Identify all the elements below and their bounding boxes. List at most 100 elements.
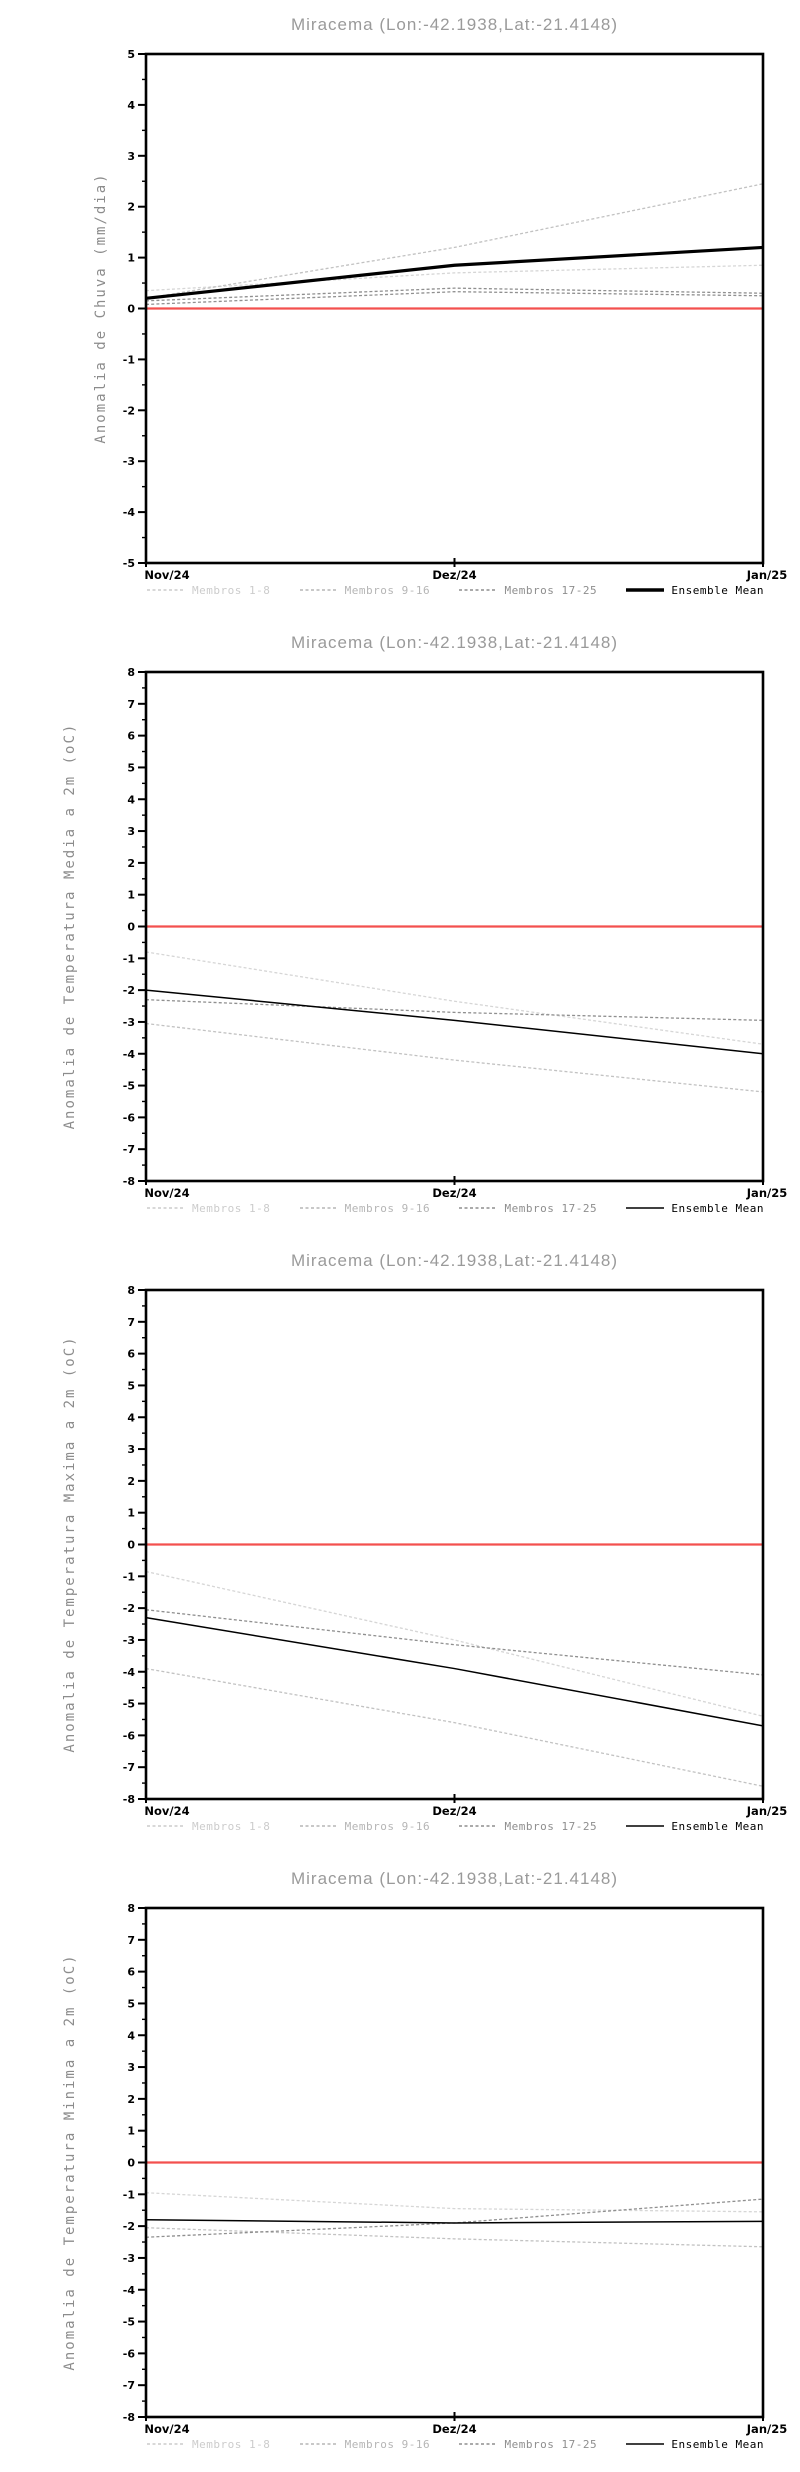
svg-text:-4: -4: [123, 506, 136, 519]
svg-text:4: 4: [127, 99, 135, 112]
svg-text:1: 1: [127, 252, 135, 265]
legend-line-sample: [459, 2443, 498, 2445]
legend-item: Membros 9-16: [299, 1202, 430, 1215]
svg-text:0: 0: [127, 921, 135, 934]
plot-area: -5 -4 -3 -2 -1 0 1 2 3 4 5 Nov/24 Dez/24 Jan/25: [123, 48, 787, 582]
chart-rain-anomaly: Miracema (Lon:-42.1938,Lat:-21.4148) Ano…: [0, 0, 800, 618]
svg-text:2: 2: [127, 2093, 135, 2106]
svg-text:5: 5: [127, 1997, 135, 2010]
legend-label: Membros 17-25: [504, 1819, 598, 1833]
svg-text:-5: -5: [123, 2316, 135, 2329]
legend: Membros 1-8 Membros 9-16 Membros 17-25 Ense…: [146, 582, 764, 598]
svg-text:-5: -5: [123, 1698, 135, 1711]
svg-text:-3: -3: [123, 1016, 135, 1029]
svg-text:-8: -8: [123, 2411, 135, 2424]
svg-text:-6: -6: [123, 1111, 136, 1124]
plot-area: -8 -7 -6 -5 -4 -3 -2 -1 0 1 2 3 4 5 6 7 8 Nov/24 Dez/24 Jan…: [123, 666, 787, 1200]
svg-text:0: 0: [127, 2157, 135, 2170]
svg-text:3: 3: [127, 150, 135, 163]
plot-area: -8 -7 -6 -5 -4 -3 -2 -1 0 1 2 3 4 5 6 7 8 Nov/24 Dez/24 Jan…: [123, 1902, 787, 2436]
legend-item: Membros 1-8: [146, 1202, 270, 1215]
legend-label: Membros 1-8: [192, 583, 271, 597]
legend-item: Ensemble Mean: [625, 584, 764, 597]
legend: Membros 1-8 Membros 9-16 Membros 17-25 Ense…: [146, 1818, 764, 1834]
svg-text:4: 4: [127, 1411, 135, 1424]
legend-line-sample: [147, 1207, 185, 1209]
legend-line-sample: [147, 2443, 185, 2445]
legend-line-sample: [459, 1207, 498, 1209]
svg-text:Dez/24: Dez/24: [432, 568, 476, 582]
svg-text:Nov/24: Nov/24: [144, 568, 189, 582]
svg-text:Jan/25: Jan/25: [746, 568, 787, 582]
legend-item: Membros 1-8: [146, 2438, 270, 2451]
chart-title: Miracema (Lon:-42.1938,Lat:-21.4148): [290, 15, 619, 34]
legend-label: Ensemble Mean: [671, 583, 764, 597]
legend: Membros 1-8 Membros 9-16 Membros 17-25 Ense…: [146, 2436, 764, 2452]
legend-item: Ensemble Mean: [625, 2438, 764, 2451]
svg-text:2: 2: [127, 201, 135, 214]
legend-item: Membros 17-25: [458, 1202, 597, 1215]
chart-title: Miracema (Lon:-42.1938,Lat:-21.4148): [290, 1869, 619, 1888]
svg-text:-3: -3: [123, 455, 135, 468]
svg-text:Nov/24: Nov/24: [144, 1186, 189, 1200]
svg-text:-2: -2: [123, 1602, 135, 1615]
svg-text:-5: -5: [123, 1080, 135, 1093]
svg-text:7: 7: [127, 1316, 135, 1329]
svg-text:8: 8: [127, 1284, 135, 1297]
svg-text:5: 5: [127, 48, 135, 61]
svg-text:5: 5: [127, 761, 135, 774]
legend-line-sample: [459, 589, 498, 591]
svg-text:-3: -3: [123, 2252, 135, 2265]
svg-text:Dez/24: Dez/24: [432, 1186, 476, 1200]
legend-line-sample: [299, 589, 338, 591]
svg-text:Dez/24: Dez/24: [432, 1804, 476, 1818]
svg-text:4: 4: [127, 2029, 135, 2042]
svg-text:8: 8: [127, 1902, 135, 1915]
legend-label: Ensemble Mean: [671, 2437, 764, 2451]
chart-title: Miracema (Lon:-42.1938,Lat:-21.4148): [290, 1251, 619, 1270]
svg-text:-4: -4: [123, 1666, 136, 1679]
svg-text:-1: -1: [123, 952, 135, 965]
legend-line-sample: [626, 1207, 665, 1209]
legend-label: Membros 9-16: [344, 583, 431, 597]
svg-text:-7: -7: [123, 2379, 135, 2392]
legend-item: Membros 1-8: [146, 584, 270, 597]
legend-label: Membros 17-25: [504, 1201, 598, 1215]
svg-text:1: 1: [127, 889, 135, 902]
svg-text:-2: -2: [123, 2220, 135, 2233]
legend-item: Membros 9-16: [299, 1820, 430, 1833]
svg-text:-5: -5: [123, 557, 135, 570]
legend-line-sample: [147, 1825, 185, 1827]
legend-item: Membros 17-25: [458, 1820, 597, 1833]
svg-text:-1: -1: [123, 1570, 135, 1583]
legend-label: Ensemble Mean: [671, 1201, 764, 1215]
svg-text:Jan/25: Jan/25: [746, 1804, 787, 1818]
chart-max-temperature-anomaly: Miracema (Lon:-42.1938,Lat:-21.4148) Ano…: [0, 1236, 800, 1854]
legend-item: Ensemble Mean: [625, 1820, 764, 1833]
svg-text:3: 3: [127, 2061, 135, 2074]
legend-item: Membros 9-16: [299, 584, 430, 597]
svg-text:2: 2: [127, 1475, 135, 1488]
svg-text:5: 5: [127, 1379, 135, 1392]
svg-text:4: 4: [127, 793, 135, 806]
legend-item: Membros 17-25: [458, 2438, 597, 2451]
svg-text:Nov/24: Nov/24: [144, 2422, 189, 2436]
legend-item: Ensemble Mean: [625, 1202, 764, 1215]
svg-text:6: 6: [127, 730, 135, 743]
svg-text:-6: -6: [123, 1729, 136, 1742]
legend-label: Membros 17-25: [504, 583, 598, 597]
svg-text:6: 6: [127, 1348, 135, 1361]
svg-text:-4: -4: [123, 1048, 136, 1061]
svg-text:7: 7: [127, 698, 135, 711]
svg-text:3: 3: [127, 825, 135, 838]
svg-text:7: 7: [127, 1934, 135, 1947]
legend-line-sample: [299, 1207, 338, 1209]
legend-label: Membros 1-8: [192, 1819, 271, 1833]
svg-text:-4: -4: [123, 2284, 136, 2297]
legend-label: Ensemble Mean: [671, 1819, 764, 1833]
legend-line-sample: [299, 2443, 338, 2445]
svg-text:-1: -1: [123, 353, 135, 366]
plot-area: -8 -7 -6 -5 -4 -3 -2 -1 0 1 2 3 4 5 6 7 8 Nov/24 Dez/24 Jan…: [123, 1284, 787, 1818]
svg-text:0: 0: [127, 303, 135, 316]
svg-text:-8: -8: [123, 1793, 135, 1806]
